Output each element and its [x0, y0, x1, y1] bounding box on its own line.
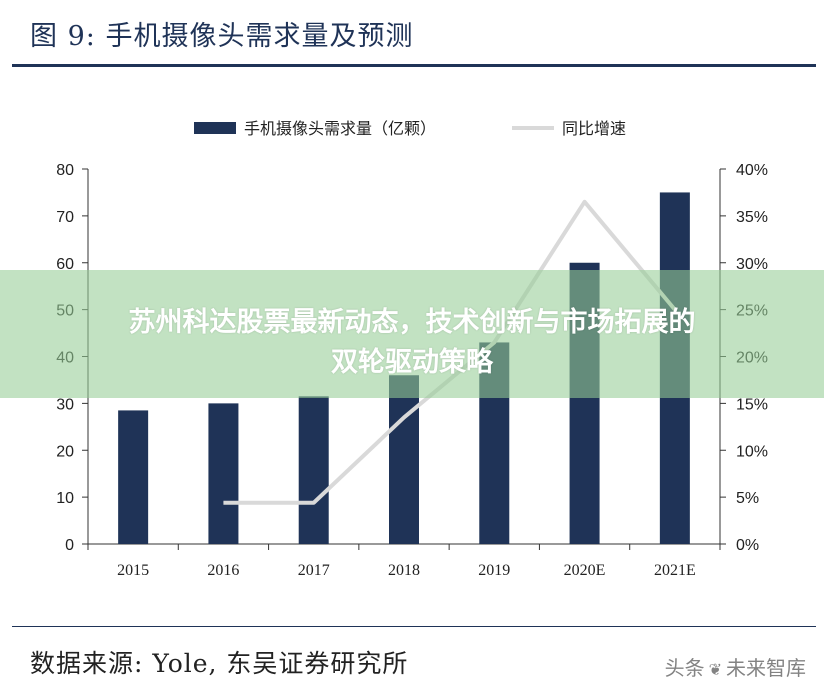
y-tick-label-left: 0	[65, 537, 74, 554]
paw-icon: ❦	[708, 660, 722, 679]
title-divider	[12, 64, 816, 67]
x-axis-labels: 2015 2016 2017 2018 2019 2020E 2021E	[117, 562, 696, 579]
legend-bar-swatch	[194, 122, 236, 134]
y-tick-label-left: 30	[56, 396, 74, 413]
headline-text[interactable]: 苏州科达股票最新动态，技术创新与市场拓展的 双轮驱动策略	[0, 303, 824, 383]
y-tick-label-right: 30%	[736, 256, 768, 273]
watermark-name: 未来智库	[726, 656, 806, 680]
x-tick-label: 2019	[478, 562, 510, 579]
x-tick-label: 2016	[207, 562, 239, 579]
bar-2015	[118, 410, 149, 544]
y-tick-label-left: 60	[56, 256, 74, 273]
headline-line-1: 苏州科达股票最新动态，技术创新与市场拓展的	[128, 307, 696, 338]
y-tick-label-right: 40%	[736, 162, 768, 179]
figure-title: 图 9: 手机摄像头需求量及预测	[30, 21, 414, 52]
bar-2018	[389, 375, 419, 544]
watermark: 头条 ❦ 未来智库	[665, 652, 806, 681]
headline-banner	[0, 270, 824, 398]
y-tick-label-right: 5%	[736, 490, 759, 507]
legend-line-label: 同比增速	[562, 119, 626, 138]
headline-line-2: 双轮驱动策略	[331, 347, 493, 378]
y-tick-label-right: 15%	[736, 396, 768, 413]
legend-bar-label: 手机摄像头需求量（亿颗）	[244, 119, 436, 138]
x-tick-label: 2017	[298, 562, 330, 579]
y-tick-label-right: 35%	[736, 209, 768, 226]
source-divider	[12, 626, 816, 627]
bar-2017	[298, 396, 329, 544]
x-tick-label: 2021E	[654, 562, 696, 579]
y-tick-label-left: 10	[56, 490, 74, 507]
x-tick-label: 2020E	[564, 562, 606, 579]
y-tick-label-right: 0%	[736, 537, 759, 554]
y-tick-label-left: 20	[56, 443, 74, 460]
watermark-prefix: 头条	[664, 656, 705, 680]
y-tick-label-left: 70	[56, 209, 74, 226]
chart-legend: 手机摄像头需求量（亿颗） 同比增速	[194, 119, 626, 138]
y-tick-label-right: 10%	[736, 443, 768, 460]
x-tick-label: 2015	[117, 562, 149, 579]
source-note: 数据来源: Yole, 东吴证券研究所	[30, 649, 409, 678]
bar-2016	[208, 403, 239, 544]
y-tick-label-left: 80	[56, 162, 74, 179]
x-tick-label: 2018	[388, 562, 420, 579]
